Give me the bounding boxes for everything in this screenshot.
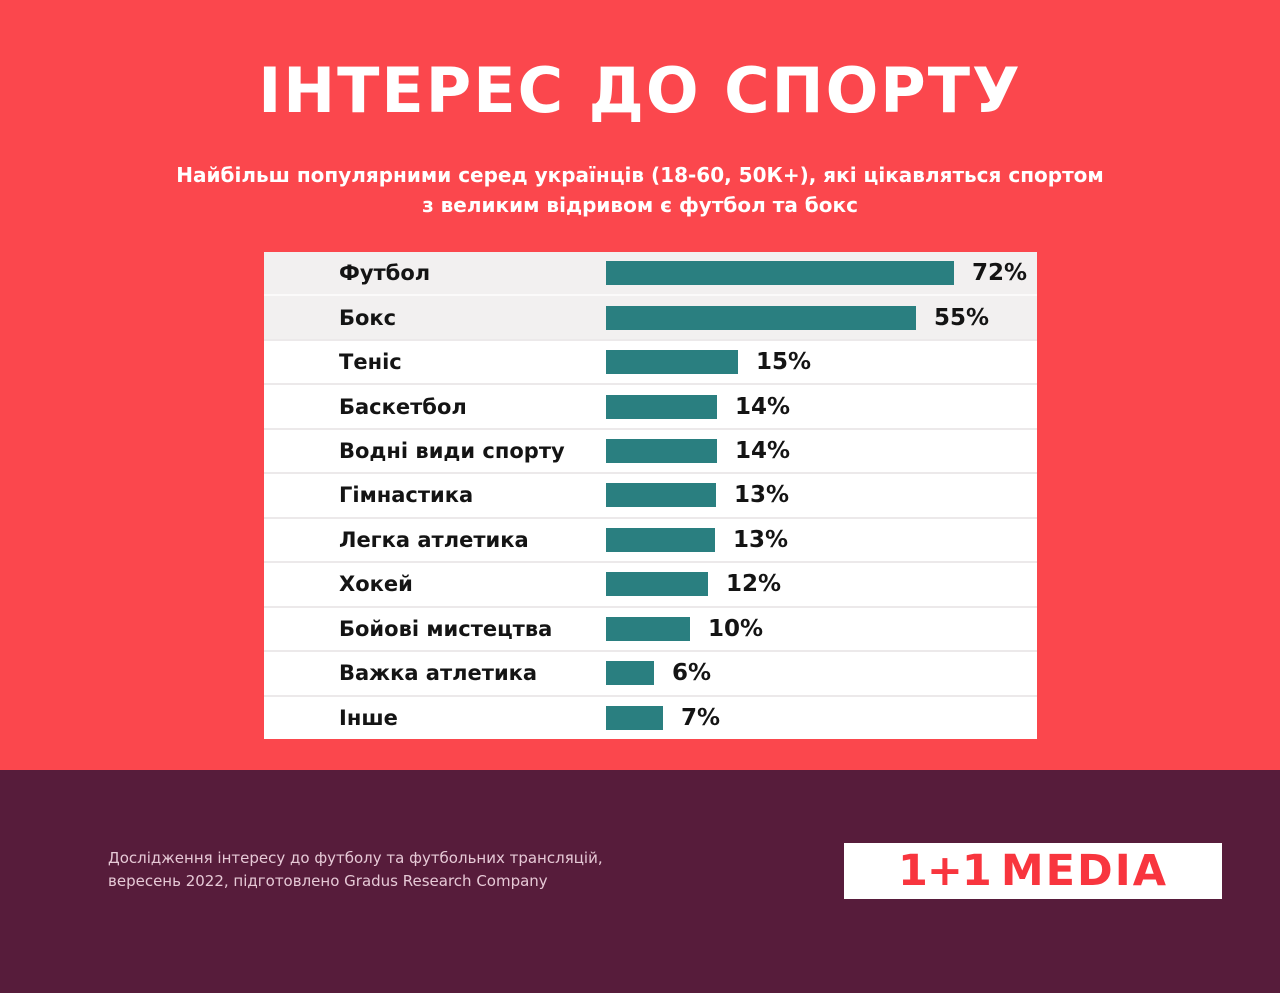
bar-area: 14% bbox=[606, 438, 1037, 464]
logo-1plus1-mark: 1+1 bbox=[897, 845, 992, 896]
table-row: Бойові мистецтва 10% bbox=[264, 605, 1037, 651]
value-label: 6% bbox=[672, 660, 712, 687]
table-row: Бокс 55% bbox=[264, 294, 1037, 339]
category-label: Хокей bbox=[339, 572, 413, 597]
subtitle-line-2: з великим відривом є футбол та бокс bbox=[422, 193, 858, 217]
table-row: Футбол 72% bbox=[264, 252, 1037, 295]
bar-area: 6% bbox=[606, 660, 1037, 686]
bar-area: 13% bbox=[606, 527, 1037, 553]
bar-area: 14% bbox=[606, 394, 1037, 420]
value-label: 13% bbox=[734, 482, 790, 509]
value-label: 12% bbox=[726, 571, 782, 598]
value-label: 15% bbox=[756, 349, 812, 376]
category-label: Важка атлетика bbox=[339, 661, 538, 686]
subtitle: Найбільш популярними серед українців (18… bbox=[0, 160, 1280, 220]
table-row: Легка атлетика 13% bbox=[264, 516, 1037, 562]
bar-area: 12% bbox=[606, 571, 1037, 597]
table-row: Водні види спорту 14% bbox=[264, 427, 1037, 473]
category-label: Інше bbox=[339, 705, 398, 730]
bar bbox=[606, 261, 954, 286]
bar-area: 72% bbox=[606, 260, 1037, 286]
bar-area: 10% bbox=[606, 616, 1037, 642]
table-row: Хокей 12% bbox=[264, 561, 1037, 606]
source-line-2: вересень 2022, підготовлено Gradus Resea… bbox=[108, 872, 548, 890]
sports-interest-bar-table: Футбол 72% Бокс 55% Теніс 15% Баскетбол 14% Водн… bbox=[264, 252, 1037, 739]
bar bbox=[606, 616, 690, 641]
page-title: ІНТЕРЕС ДО СПОРТУ bbox=[258, 54, 1022, 127]
category-label: Бойові мистецтва bbox=[339, 616, 553, 641]
value-label: 72% bbox=[972, 260, 1028, 287]
category-label: Футбол bbox=[339, 261, 431, 286]
category-label: Водні види спорту bbox=[339, 439, 565, 464]
bar bbox=[606, 439, 717, 464]
value-label: 14% bbox=[735, 438, 791, 465]
bar bbox=[606, 661, 654, 686]
table-row: Важка атлетика 6% bbox=[264, 650, 1037, 695]
value-label: 55% bbox=[934, 304, 990, 331]
category-label: Бокс bbox=[339, 305, 397, 330]
bar-area: 13% bbox=[606, 482, 1037, 508]
bar-area: 7% bbox=[606, 705, 1037, 731]
table-row: Інше 7% bbox=[264, 694, 1037, 739]
category-label: Теніс bbox=[339, 350, 402, 375]
category-label: Легка атлетика bbox=[339, 527, 529, 552]
bar-area: 55% bbox=[606, 305, 1037, 331]
bar bbox=[606, 350, 738, 375]
source-line-1: Дослідження інтересу до футболу та футбо… bbox=[108, 849, 603, 867]
table-row: Гімнастика 13% bbox=[264, 472, 1037, 517]
bar bbox=[606, 305, 916, 330]
table-row: Теніс 15% bbox=[264, 338, 1037, 384]
value-label: 7% bbox=[681, 704, 721, 731]
bar bbox=[606, 572, 708, 597]
bar bbox=[606, 394, 717, 419]
source-note: Дослідження інтересу до футболу та футбо… bbox=[108, 847, 603, 893]
bar-area: 15% bbox=[606, 349, 1037, 375]
footer: Дослідження інтересу до футболу та футбо… bbox=[0, 770, 1280, 993]
bar bbox=[606, 483, 716, 508]
bar bbox=[606, 527, 715, 552]
category-label: Баскетбол bbox=[339, 394, 467, 419]
bar bbox=[606, 705, 663, 730]
value-label: 14% bbox=[735, 393, 791, 420]
value-label: 13% bbox=[733, 526, 789, 553]
logo-1plus1-media: 1+1 MEDIA bbox=[844, 843, 1222, 899]
value-label: 10% bbox=[708, 615, 764, 642]
table-row: Баскетбол 14% bbox=[264, 383, 1037, 428]
category-label: Гімнастика bbox=[339, 483, 474, 508]
subtitle-line-1: Найбільш популярними серед українців (18… bbox=[176, 163, 1104, 187]
logo-media-text: MEDIA bbox=[1000, 845, 1168, 896]
